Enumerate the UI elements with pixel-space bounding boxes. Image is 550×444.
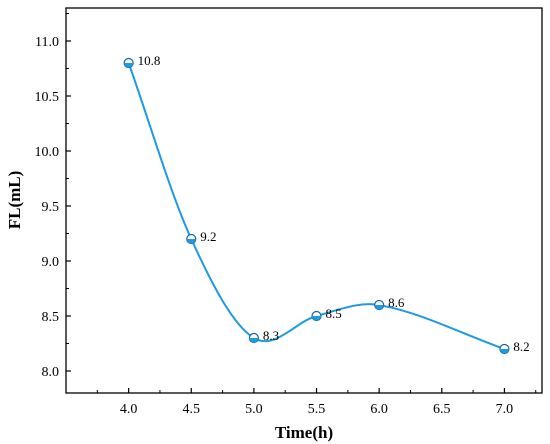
data-point-fill [186, 239, 196, 244]
data-point: 8.2 [499, 339, 530, 355]
y-tick-label: 10.5 [35, 90, 60, 105]
y-axis-ticks: 8.0 8.5 9.0 9.5 10.0 10.5 11.0 [35, 13, 71, 380]
data-label: 8.6 [388, 295, 405, 310]
x-tick-label: 4.5 [183, 402, 201, 417]
x-tick-label: 5.5 [308, 402, 326, 417]
y-tick-label: 9.0 [42, 255, 60, 270]
y-axis-title: FL(mL) [5, 171, 24, 230]
y-tick-label: 9.5 [42, 200, 60, 215]
data-point-fill [374, 305, 384, 310]
data-label: 8.5 [326, 306, 342, 321]
data-point-fill [499, 349, 509, 354]
data-point: 9.2 [186, 229, 217, 245]
x-tick-label: 4.0 [120, 402, 138, 417]
x-tick-label: 6.0 [370, 402, 388, 417]
data-point-fill [249, 338, 259, 343]
data-point-fill [124, 63, 134, 68]
y-tick-label: 8.0 [42, 365, 60, 380]
data-points: 10.8 9.2 8.3 8.5 8.6 8.2 [123, 53, 530, 355]
data-point-fill [312, 316, 322, 321]
x-axis-ticks: 4.0 4.5 5.0 5.5 6.0 6.5 7.0 [96, 388, 537, 417]
x-tick-label: 5.0 [245, 402, 263, 417]
data-label: 10.8 [138, 53, 161, 68]
series-line [127, 62, 505, 350]
x-tick-label: 7.0 [496, 402, 514, 417]
data-point: 8.6 [374, 295, 405, 311]
y-tick-label: 11.0 [35, 35, 59, 50]
data-label: 8.3 [263, 328, 279, 343]
data-point: 10.8 [123, 53, 161, 69]
data-point: 8.3 [248, 328, 279, 344]
x-axis-title: Time(h) [275, 423, 333, 442]
y-tick-label: 10.0 [35, 145, 60, 160]
data-point: 8.5 [311, 306, 342, 322]
data-label: 8.2 [513, 339, 529, 354]
y-tick-label: 8.5 [42, 310, 60, 325]
data-label: 9.2 [200, 229, 216, 244]
x-tick-label: 6.5 [433, 402, 451, 417]
plot-frame [65, 7, 543, 394]
